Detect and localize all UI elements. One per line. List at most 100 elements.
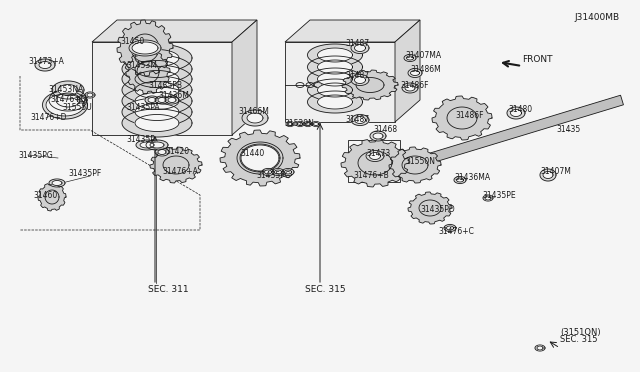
Polygon shape [122, 76, 192, 104]
Polygon shape [296, 122, 304, 126]
Polygon shape [454, 176, 466, 183]
Polygon shape [355, 116, 365, 124]
Polygon shape [286, 122, 294, 126]
Polygon shape [447, 226, 454, 230]
Polygon shape [317, 72, 353, 86]
Text: 31435PB: 31435PB [148, 80, 182, 90]
Polygon shape [369, 153, 381, 160]
Polygon shape [58, 84, 78, 96]
Text: 31529N: 31529N [284, 119, 314, 128]
Polygon shape [39, 61, 51, 68]
Polygon shape [158, 97, 166, 103]
Text: 31476+C: 31476+C [438, 228, 474, 237]
Polygon shape [135, 61, 179, 77]
Polygon shape [122, 44, 192, 72]
Polygon shape [140, 142, 154, 148]
Polygon shape [129, 40, 161, 56]
Text: 31460: 31460 [33, 190, 57, 199]
Polygon shape [314, 122, 319, 125]
Text: 31407MA: 31407MA [405, 51, 441, 61]
Polygon shape [87, 93, 93, 97]
Polygon shape [402, 83, 418, 93]
Text: 31473: 31473 [366, 150, 390, 158]
Text: FRONT: FRONT [522, 55, 552, 64]
Polygon shape [122, 109, 192, 137]
Polygon shape [148, 97, 156, 103]
Text: 31468: 31468 [373, 125, 397, 135]
Polygon shape [122, 65, 192, 93]
Text: (3151ON): (3151ON) [560, 327, 600, 337]
Text: 31435P: 31435P [126, 135, 155, 144]
Polygon shape [46, 94, 84, 116]
Polygon shape [364, 95, 623, 183]
Text: 31487: 31487 [345, 39, 369, 48]
Polygon shape [307, 44, 362, 66]
Polygon shape [241, 145, 279, 171]
Polygon shape [404, 55, 416, 61]
Text: 31435PG: 31435PG [18, 151, 52, 160]
Polygon shape [220, 130, 300, 186]
Polygon shape [304, 122, 312, 126]
Polygon shape [52, 81, 84, 99]
Text: 31486F: 31486F [400, 80, 429, 90]
Text: 31440: 31440 [240, 148, 264, 157]
Polygon shape [307, 56, 362, 78]
Text: 31555U: 31555U [62, 103, 92, 112]
Polygon shape [444, 224, 456, 231]
Text: 31435PC: 31435PC [256, 170, 290, 180]
Polygon shape [135, 115, 179, 131]
Polygon shape [307, 79, 362, 101]
Polygon shape [483, 195, 493, 201]
Polygon shape [146, 140, 168, 150]
Polygon shape [485, 196, 491, 200]
Polygon shape [351, 74, 369, 86]
Text: 31435: 31435 [556, 125, 580, 135]
Polygon shape [317, 95, 353, 109]
Text: J31400MB: J31400MB [574, 13, 619, 22]
Polygon shape [247, 113, 263, 123]
Polygon shape [282, 169, 294, 176]
Text: 31476+B: 31476+B [353, 171, 388, 180]
Polygon shape [355, 45, 365, 51]
Polygon shape [408, 192, 452, 224]
Polygon shape [406, 56, 413, 60]
Polygon shape [242, 110, 268, 126]
Text: 31420: 31420 [165, 148, 189, 157]
Polygon shape [342, 70, 398, 100]
Text: 31476+D: 31476+D [30, 112, 67, 122]
Text: 31486M: 31486M [410, 65, 441, 74]
Polygon shape [351, 42, 369, 54]
Polygon shape [341, 139, 409, 187]
Polygon shape [285, 20, 420, 42]
Polygon shape [77, 97, 87, 103]
Polygon shape [537, 346, 543, 350]
Polygon shape [155, 96, 169, 104]
Text: 31436MA: 31436MA [454, 173, 490, 182]
Polygon shape [122, 87, 192, 115]
Polygon shape [79, 98, 85, 102]
Polygon shape [540, 169, 556, 181]
Text: 31435PE: 31435PE [482, 192, 516, 201]
Bar [348, 140, 400, 182]
Polygon shape [432, 96, 492, 140]
Text: 31435PF: 31435PF [68, 170, 101, 179]
Polygon shape [511, 109, 522, 116]
Polygon shape [136, 140, 158, 150]
Polygon shape [272, 169, 284, 176]
Text: 31466M: 31466M [238, 108, 269, 116]
Polygon shape [38, 183, 66, 211]
Polygon shape [35, 59, 55, 71]
Polygon shape [373, 133, 383, 139]
Polygon shape [122, 55, 192, 83]
Polygon shape [135, 71, 179, 87]
Text: 31436M: 31436M [158, 92, 189, 100]
Polygon shape [122, 98, 192, 126]
Polygon shape [145, 96, 159, 104]
Polygon shape [543, 171, 553, 179]
Text: 31487: 31487 [345, 115, 369, 125]
Polygon shape [410, 71, 419, 76]
Polygon shape [135, 103, 179, 121]
Polygon shape [92, 20, 257, 42]
Polygon shape [405, 85, 415, 91]
Polygon shape [155, 148, 169, 156]
